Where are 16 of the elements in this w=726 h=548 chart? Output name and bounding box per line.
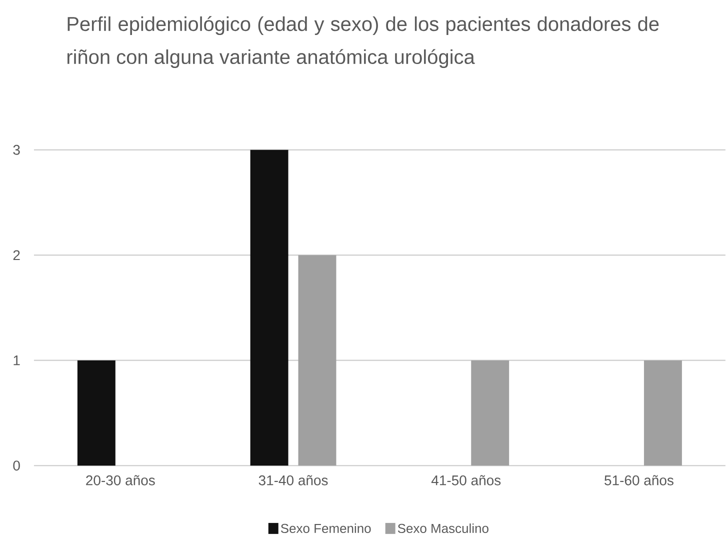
chart-title: Perfil epidemiológico (edad y sexo) de los pacientes donadores de riñon con alguna variante anatómica urológica [67,16,659,68]
x-tick-label: 31-40 años [258,475,328,486]
bar [298,255,336,466]
y-tick-label: 0 [13,460,20,471]
legend-label: Sexo Femenino [280,524,371,534]
bar [644,360,682,466]
x-tick-label: 41-50 años [431,475,501,486]
x-tick-label: 20-30 años [86,475,155,486]
bar [77,360,116,466]
bar [471,360,510,466]
y-tick-label: 1 [14,356,20,366]
x-tick-label: 51-60 años [604,475,674,486]
y-tick-label: 3 [13,145,20,156]
y-tick-label: 2 [13,250,20,260]
legend-label: Sexo Masculino [398,524,488,534]
bar [250,150,288,466]
